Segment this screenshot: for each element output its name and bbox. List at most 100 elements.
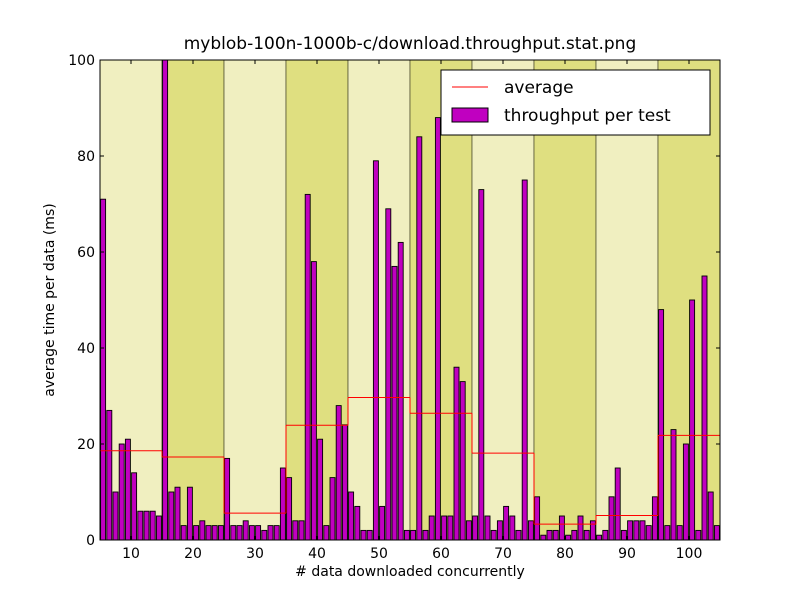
bar-46 xyxy=(385,208,392,541)
bar-27 xyxy=(267,525,274,541)
bar-51 xyxy=(416,136,423,541)
bar-70 xyxy=(534,496,541,541)
bar-34 xyxy=(310,261,317,541)
bar-22 xyxy=(236,525,243,541)
x-tick-label-60: 60 xyxy=(432,546,450,562)
bar-45 xyxy=(379,505,386,541)
y-tick-label-80: 80 xyxy=(77,149,95,165)
bar-24 xyxy=(248,525,255,541)
bar-64 xyxy=(496,520,503,541)
y-tick-label-0: 0 xyxy=(86,533,95,549)
y-tick-label-60: 60 xyxy=(77,245,95,261)
bar-72 xyxy=(546,529,553,541)
bar-15 xyxy=(193,525,200,541)
band-9 xyxy=(657,59,721,541)
bar-5 xyxy=(131,472,138,541)
bar-96 xyxy=(695,529,702,541)
bar-82 xyxy=(608,496,615,541)
bar-99 xyxy=(713,525,720,541)
bar-80 xyxy=(596,534,603,541)
bar-88 xyxy=(645,525,652,541)
legend-throughput-label: throughput per test xyxy=(504,106,671,126)
bar-20 xyxy=(224,457,231,541)
bar-39 xyxy=(341,424,348,541)
bar-58 xyxy=(459,381,466,541)
bar-92 xyxy=(670,429,677,541)
bar-44 xyxy=(372,160,379,541)
bar-52 xyxy=(422,529,429,541)
average-step-5 xyxy=(409,397,472,414)
x-tick-label-40: 40 xyxy=(308,546,326,562)
bar-69 xyxy=(527,520,534,541)
bar-71 xyxy=(540,534,547,541)
average-step-1 xyxy=(161,450,224,458)
bar-93 xyxy=(676,525,683,541)
bar-59 xyxy=(465,520,472,541)
bar-48 xyxy=(397,241,404,541)
bar-49 xyxy=(403,529,410,541)
y-tick-label-40: 40 xyxy=(77,341,95,357)
bar-14 xyxy=(186,486,193,541)
bar-3 xyxy=(118,443,125,541)
bar-6 xyxy=(137,510,144,541)
bar-54 xyxy=(434,117,441,541)
bar-21 xyxy=(230,525,237,541)
bar-17 xyxy=(205,525,212,541)
chart-title: myblob-100n-1000b-c/download.throughput.… xyxy=(184,34,636,54)
x-tick-label-20: 20 xyxy=(184,546,202,562)
y-tick-label-100: 100 xyxy=(68,53,95,69)
bar-26 xyxy=(261,529,268,541)
average-step-4 xyxy=(347,396,410,426)
bar-91 xyxy=(664,525,671,541)
band-2 xyxy=(223,59,287,541)
bar-57 xyxy=(453,366,460,541)
bar-85 xyxy=(627,520,634,541)
bar-63 xyxy=(490,529,497,541)
bar-37 xyxy=(329,477,336,541)
bar-95 xyxy=(689,299,696,541)
bar-97 xyxy=(701,275,708,541)
bar-81 xyxy=(602,529,609,541)
legend-average-label: average xyxy=(504,78,574,98)
bar-12 xyxy=(174,486,181,541)
legend-throughput-swatch xyxy=(451,107,489,123)
bar-90 xyxy=(658,309,665,541)
bar-18 xyxy=(211,525,218,541)
bar-86 xyxy=(633,520,640,541)
x-tick-label-10: 10 xyxy=(122,546,140,562)
bar-35 xyxy=(317,438,324,541)
bar-83 xyxy=(614,467,621,541)
y-axis-label: average time per data (ms) xyxy=(42,203,58,396)
average-step-3 xyxy=(285,424,348,514)
bar-40 xyxy=(348,491,355,541)
average-step-7 xyxy=(533,453,596,525)
bar-60 xyxy=(472,515,479,541)
band-1 xyxy=(161,59,225,541)
bar-43 xyxy=(366,529,373,541)
bar-19 xyxy=(217,525,224,541)
average-step-6 xyxy=(471,413,534,454)
bar-67 xyxy=(515,529,522,541)
bar-29 xyxy=(279,467,286,541)
x-tick-label-70: 70 xyxy=(494,546,512,562)
bar-16 xyxy=(199,520,206,541)
bar-66 xyxy=(509,515,516,541)
bar-36 xyxy=(323,525,330,541)
bar-10 xyxy=(162,59,169,541)
bar-55 xyxy=(441,515,448,541)
bar-84 xyxy=(620,529,627,541)
bar-30 xyxy=(286,477,293,541)
bar-87 xyxy=(639,520,646,541)
bar-28 xyxy=(273,525,280,541)
bar-42 xyxy=(360,529,367,541)
bar-2 xyxy=(112,491,119,541)
bar-8 xyxy=(149,510,156,541)
x-tick-label-50: 50 xyxy=(370,546,388,562)
legend-box xyxy=(440,69,711,136)
x-tick-label-90: 90 xyxy=(618,546,636,562)
legend: average throughput per test xyxy=(440,69,711,136)
bar-11 xyxy=(168,491,175,541)
bar-0 xyxy=(100,198,107,541)
x-tick-label-100: 100 xyxy=(676,546,703,562)
x-tick-label-80: 80 xyxy=(556,546,574,562)
